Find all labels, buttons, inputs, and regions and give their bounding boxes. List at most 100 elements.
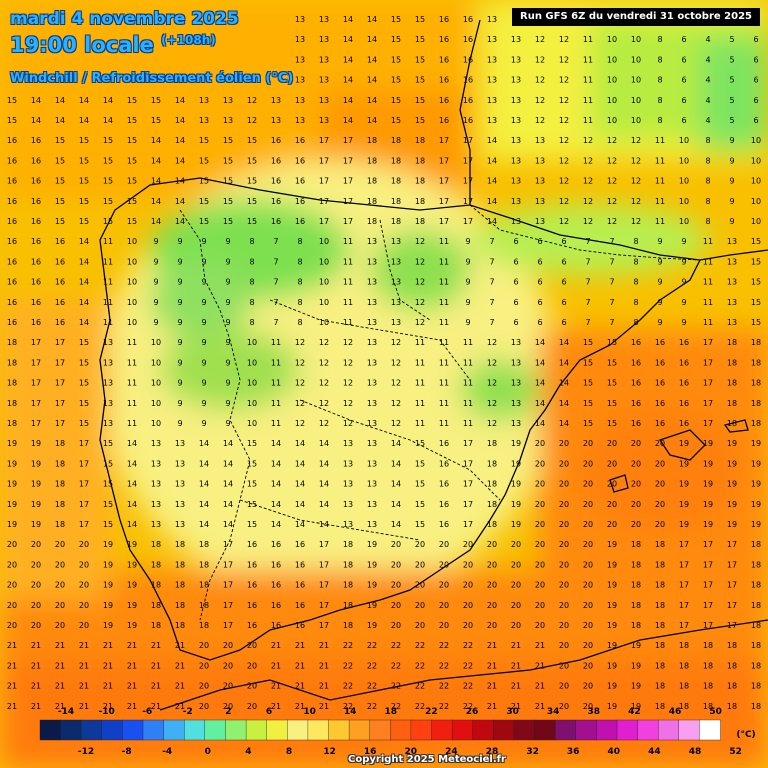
legend-label-top: 14 (344, 707, 357, 717)
grid-value: 14 (487, 177, 497, 186)
grid-value: 19 (103, 581, 113, 590)
grid-value: 19 (7, 480, 17, 489)
grid-value: 22 (391, 641, 401, 650)
grid-value: 9 (201, 338, 206, 347)
grid-value: 20 (199, 641, 209, 650)
ibiza (609, 474, 629, 493)
grid-value: 11 (655, 136, 665, 145)
grid-value: 17 (703, 540, 713, 549)
grid-value: 20 (583, 540, 593, 549)
grid-value: 12 (631, 197, 641, 206)
grid-value: 18 (343, 601, 353, 610)
grid-value: 11 (343, 298, 353, 307)
grid-value: 14 (343, 35, 353, 44)
grid-value: 11 (415, 379, 425, 388)
grid-value: 10 (151, 379, 161, 388)
grid-value: 12 (319, 379, 329, 388)
grid-value: 20 (55, 621, 65, 630)
grid-value: 18 (727, 338, 737, 347)
grid-value: 18 (199, 621, 209, 630)
grid-value: 19 (511, 520, 521, 529)
grid-value: 17 (343, 177, 353, 186)
grid-value: 10 (127, 298, 137, 307)
grid-value: 13 (295, 35, 305, 44)
grid-value: 21 (487, 702, 497, 711)
grid-value: 15 (127, 177, 137, 186)
grid-value: 20 (535, 621, 545, 630)
grid-value: 16 (247, 621, 257, 630)
grid-value: 12 (319, 358, 329, 367)
grid-value: 18 (751, 581, 761, 590)
grid-value: 16 (7, 298, 17, 307)
grid-value: 13 (535, 156, 545, 165)
grid-value: 14 (127, 500, 137, 509)
grid-value: 14 (55, 96, 65, 105)
grid-value: 9 (177, 318, 182, 327)
grid-value: 13 (367, 419, 377, 428)
grid-value: 13 (175, 500, 185, 509)
grid-value: 18 (175, 601, 185, 610)
grid-value: 6 (561, 298, 566, 307)
grid-value: 15 (751, 257, 761, 266)
grid-value: 6 (537, 318, 542, 327)
grid-value: 18 (679, 702, 689, 711)
grid-value: 18 (55, 459, 65, 468)
grid-value: 7 (609, 278, 614, 287)
grid-value: 9 (225, 278, 230, 287)
grid-value: 12 (319, 338, 329, 347)
grid-value: 20 (415, 560, 425, 569)
grid-value: 18 (343, 560, 353, 569)
grid-value: 20 (463, 540, 473, 549)
grid-value: 15 (103, 217, 113, 226)
grid-value: 21 (103, 702, 113, 711)
legend-label-bottom: -8 (122, 747, 132, 757)
grid-value: 18 (415, 217, 425, 226)
grid-value: 15 (247, 197, 257, 206)
grid-value: 21 (487, 641, 497, 650)
legend-label-top: 38 (588, 707, 601, 717)
grid-value: 13 (367, 480, 377, 489)
grid-value: 19 (7, 500, 17, 509)
grid-value: 11 (463, 399, 473, 408)
grid-value: 13 (535, 197, 545, 206)
grid-value: 18 (751, 682, 761, 691)
grid-value: 21 (319, 682, 329, 691)
grid-value: 14 (367, 76, 377, 85)
grid-value: 13 (343, 439, 353, 448)
grid-value: 17 (55, 379, 65, 388)
grid-value: 13 (367, 379, 377, 388)
legend-unit: (°C) (736, 730, 755, 740)
grid-value: 10 (631, 76, 641, 85)
grid-value: 19 (511, 480, 521, 489)
grid-value: 16 (271, 560, 281, 569)
grid-value: 10 (679, 177, 689, 186)
grid-value: 9 (177, 379, 182, 388)
grid-value: 13 (367, 520, 377, 529)
grid-value: 12 (343, 419, 353, 428)
grid-value: 20 (199, 702, 209, 711)
grid-value: 13 (103, 419, 113, 428)
grid-value: 15 (751, 278, 761, 287)
grid-value: 20 (583, 439, 593, 448)
grid-value: 13 (343, 500, 353, 509)
grid-value: 19 (607, 641, 617, 650)
grid-value: 14 (31, 96, 41, 105)
pyrenees-border (469, 204, 701, 261)
grid-value: 21 (127, 702, 137, 711)
grid-value: 10 (631, 35, 641, 44)
grid-value: 19 (127, 601, 137, 610)
grid-value: 15 (415, 76, 425, 85)
grid-value: 22 (415, 661, 425, 670)
grid-value: 20 (415, 540, 425, 549)
grid-value: 21 (271, 661, 281, 670)
grid-value: 20 (535, 459, 545, 468)
grid-value: 6 (513, 237, 518, 246)
grid-value: 15 (391, 116, 401, 125)
grid-value: 16 (7, 177, 17, 186)
grid-value: 20 (199, 682, 209, 691)
grid-value: 20 (31, 560, 41, 569)
grid-value: 18 (151, 560, 161, 569)
legend-label-top: 46 (669, 707, 682, 717)
grid-value: 14 (151, 197, 161, 206)
grid-value: 16 (631, 399, 641, 408)
